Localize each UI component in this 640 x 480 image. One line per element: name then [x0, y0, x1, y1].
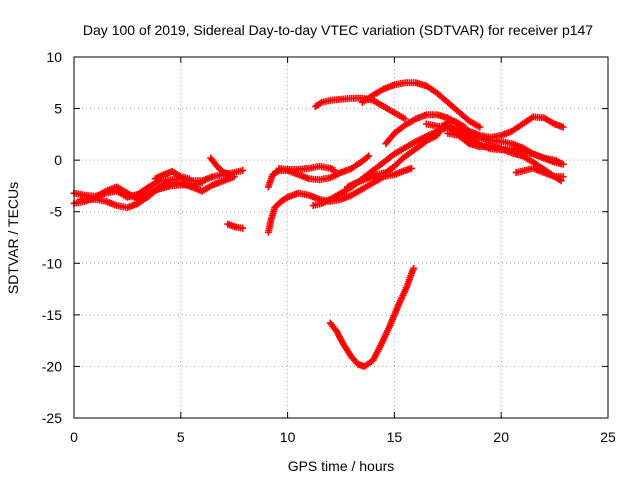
y-tick-label: 0: [54, 152, 62, 168]
series-arc-13: [358, 79, 484, 131]
series-arc-4: [151, 167, 193, 183]
y-tick-label: -15: [42, 307, 62, 323]
data-point: [401, 115, 409, 123]
series-arc-17: [512, 164, 567, 181]
y-tick-label: -25: [42, 410, 62, 426]
series-arc-12: [311, 94, 409, 123]
data-point: [331, 166, 339, 174]
x-tick-label: 10: [280, 429, 296, 445]
series-arc-3: [76, 173, 238, 212]
y-tick-label: -5: [50, 204, 63, 220]
series-arc-9: [275, 162, 339, 174]
x-tick-label: 5: [177, 429, 185, 445]
series-arc-18: [326, 264, 418, 370]
series-arc-14: [382, 111, 567, 148]
data-point: [198, 179, 206, 187]
x-axis-label: GPS time / hours: [288, 458, 395, 474]
data-point: [559, 123, 567, 131]
data-point: [365, 152, 373, 160]
data-point: [476, 123, 484, 131]
y-tick-label: -20: [42, 358, 62, 374]
series-arc-7: [264, 164, 415, 236]
x-tick-label: 15: [387, 429, 403, 445]
data-point: [239, 166, 247, 174]
data-point: [185, 175, 193, 183]
x-tick-label: 20: [493, 429, 509, 445]
series-arc-6: [224, 220, 247, 232]
data-point: [230, 173, 238, 181]
grid: [74, 57, 608, 418]
data-point: [407, 164, 415, 172]
chart-title: Day 100 of 2019, Sidereal Day-to-day VTE…: [83, 22, 593, 38]
data-point: [226, 171, 234, 179]
y-axis-ticks: -25 -20 -15 -10 -5 0 5 10: [42, 49, 608, 426]
x-tick-label: 25: [600, 429, 616, 445]
y-tick-label: -10: [42, 255, 62, 271]
y-axis-label: SDTVAR / TECUs: [5, 182, 21, 294]
x-tick-label: 0: [70, 429, 78, 445]
data-point: [559, 173, 567, 181]
data-point: [559, 160, 567, 168]
series-arc-15: [422, 120, 567, 168]
y-tick-label: 5: [54, 101, 62, 117]
data-point: [410, 264, 418, 272]
data-points: [70, 79, 567, 370]
x-axis-ticks: 0 5 10 15 20 25: [70, 57, 616, 445]
series-arc-5: [207, 154, 234, 179]
data-point: [239, 224, 247, 232]
plot-frame: [73, 56, 609, 419]
y-tick-label: 10: [46, 49, 62, 65]
